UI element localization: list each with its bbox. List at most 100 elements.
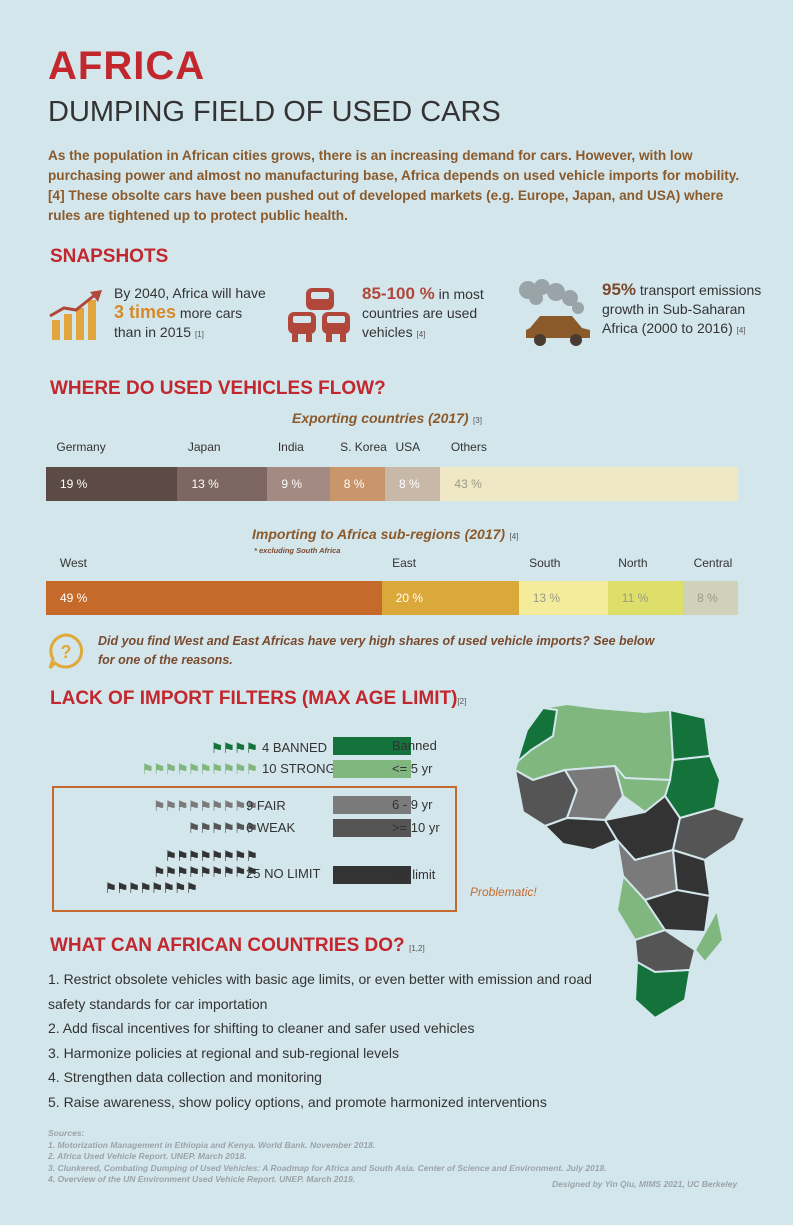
action-item: 4. Strengthen data collection and monito… [48, 1069, 322, 1085]
bar-label-others: Others [450, 440, 487, 454]
flag-row: ⚑⚑⚑⚑⚑⚑⚑⚑ [105, 880, 198, 896]
legend-swatch [333, 737, 411, 755]
bar-segment-west: 49 % [46, 581, 382, 615]
bar-label-japan: Japan [187, 440, 221, 454]
flag-icon: ⚑ [210, 848, 224, 864]
flag-group-label: 9 FAIR [246, 798, 286, 813]
legend-label: >= 10 yr [392, 820, 440, 835]
growth-chart-icon [49, 290, 102, 340]
flag-icon: ⚑ [162, 880, 175, 896]
legend-swatch [333, 866, 411, 884]
action-item: 1. Restrict obsolete vehicles with basic… [48, 971, 592, 1012]
flag-icon: ⚑ [199, 820, 212, 836]
action-item: 2. Add fiscal incentives for shifting to… [48, 1020, 475, 1036]
snapshot-emissions: 95% transport emissions growth in Sub-Sa… [602, 280, 762, 336]
flag-icon: ⚑ [150, 880, 164, 896]
flag-icon: ⚑ [210, 820, 224, 836]
snapshot-used-share: 85-100 % in most countries are used vehi… [362, 284, 484, 340]
flag-icon: ⚑ [210, 740, 224, 756]
snapshot-cars-growth: By 2040, Africa will have 3 times more c… [114, 285, 266, 340]
flag-icon: ⚑ [222, 848, 235, 864]
credit: Designed by Yin Qiu, MIMS 2021, UC Berke… [552, 1179, 738, 1189]
flag-row: ⚑⚑⚑⚑⚑⚑ [187, 820, 258, 836]
flag-group-label: 4 BANNED [262, 740, 328, 755]
flag-icon: ⚑ [141, 761, 154, 777]
flag-icon: ⚑ [187, 864, 201, 880]
flag-icon: ⚑ [116, 880, 129, 896]
action-item: 3. Harmonize policies at regional and su… [48, 1044, 399, 1061]
import-chart-title: Importing to Africa sub-regions (2017) [… [252, 526, 519, 542]
flag-icon: ⚑ [245, 761, 258, 777]
flag-icon: ⚑ [199, 864, 212, 880]
flag-icon: ⚑ [245, 820, 258, 836]
flag-row: ⚑⚑⚑⚑⚑⚑⚑⚑ [105, 848, 258, 864]
flag-icon: ⚑ [233, 740, 247, 756]
flag-icon: ⚑ [233, 820, 247, 836]
flag-icon: ⚑ [176, 798, 189, 814]
smoking-car-icon [519, 279, 590, 346]
flag-group-label: 25 NO LIMIT [246, 866, 321, 881]
flag-icon: ⚑ [139, 880, 152, 896]
flag-icon: ⚑ [176, 864, 189, 880]
flag-icon: ⚑ [152, 761, 166, 777]
filters-heading: LACK OF IMPORT FILTERS (MAX AGE LIMIT)[2… [50, 688, 467, 709]
svg-text:?: ? [61, 642, 72, 662]
bar-segment-central: 8 % [683, 581, 738, 615]
flag-icon: ⚑ [245, 740, 258, 756]
import-bar: 49 % 20 % 13 % 11 % 8 % [46, 581, 738, 615]
legend-label: Banned [392, 738, 437, 753]
flag-icon: ⚑ [233, 761, 247, 777]
problematic-label: Problematic! [470, 885, 537, 899]
flag-icon: ⚑ [210, 798, 224, 814]
flag-icon: ⚑ [187, 820, 201, 836]
bar-label-india: India [277, 440, 304, 454]
flag-icon: ⚑ [164, 864, 178, 880]
bar-segment-others: 43 % [440, 467, 738, 501]
export-bar: 19 % 13 % 9 % 8 % 8 % 43 % [46, 467, 738, 501]
flag-icon: ⚑ [127, 880, 141, 896]
source-item: 1. Motorization Management in Ethiopia a… [48, 1139, 376, 1150]
flag-icon: ⚑ [164, 761, 178, 777]
flag-group-3: ⚑⚑⚑⚑⚑⚑ [187, 820, 258, 836]
flag-icon: ⚑ [222, 864, 235, 880]
bar-segment-north: 11 % [607, 581, 684, 615]
legend-swatch [333, 819, 411, 837]
export-chart-title: Exporting countries (2017) [3] [292, 410, 482, 426]
flag-group-1: ⚑⚑⚑⚑⚑⚑⚑⚑⚑⚑ [141, 761, 258, 777]
flag-group-2: ⚑⚑⚑⚑⚑⚑⚑⚑⚑ [153, 798, 258, 814]
flag-group-0: ⚑⚑⚑⚑ [210, 740, 258, 756]
flag-icon: ⚑ [222, 820, 235, 836]
page-subtitle: DUMPING FIELD OF USED CARS [48, 96, 501, 128]
question-bubble-icon: ? [48, 633, 84, 670]
flag-icon: ⚑ [199, 848, 212, 864]
bar-segment-japan: 13 % [177, 467, 268, 501]
flag-icon: ⚑ [222, 761, 235, 777]
flag-icon: ⚑ [233, 864, 247, 880]
flag-icon: ⚑ [222, 740, 235, 756]
question-text: Did you find West and East Africas have … [98, 634, 655, 667]
flow-heading: WHERE DO USED VEHICLES FLOW? [50, 378, 386, 399]
flag-icon: ⚑ [176, 761, 189, 777]
bar-segment-east: 20 % [381, 581, 519, 615]
legend-swatch [333, 760, 411, 778]
flag-icon: ⚑ [222, 798, 235, 814]
bar-label-central: Central [693, 556, 733, 570]
intro-text: As the population in African cities grow… [48, 148, 740, 223]
bar-label-west: West [59, 556, 87, 570]
flag-icon: ⚑ [152, 864, 166, 880]
flag-icon: ⚑ [233, 848, 247, 864]
flag-icon: ⚑ [210, 761, 224, 777]
flag-icon: ⚑ [210, 864, 224, 880]
import-labels: West East South North Central [46, 556, 738, 574]
bar-label-s-korea: S. Korea [340, 440, 387, 454]
flag-icon: ⚑ [245, 798, 258, 814]
legend-label: <= 5 yr [392, 761, 433, 776]
sources-heading: Sources: [48, 1128, 85, 1138]
actions-list: 1. Restrict obsolete vehicles with basic… [48, 967, 608, 1114]
cars-pile-icon [288, 288, 350, 342]
page-title: AFRICA [48, 44, 206, 88]
source-item: 2. Africa Used Vehicle Report. UNEP. Mar… [48, 1151, 247, 1161]
action-item: 5. Raise awareness, show policy options,… [48, 1093, 547, 1110]
flag-row: ⚑⚑⚑⚑ [210, 740, 258, 756]
source-item: 3. Clunkered, Combating Dumping of Used … [48, 1162, 607, 1173]
